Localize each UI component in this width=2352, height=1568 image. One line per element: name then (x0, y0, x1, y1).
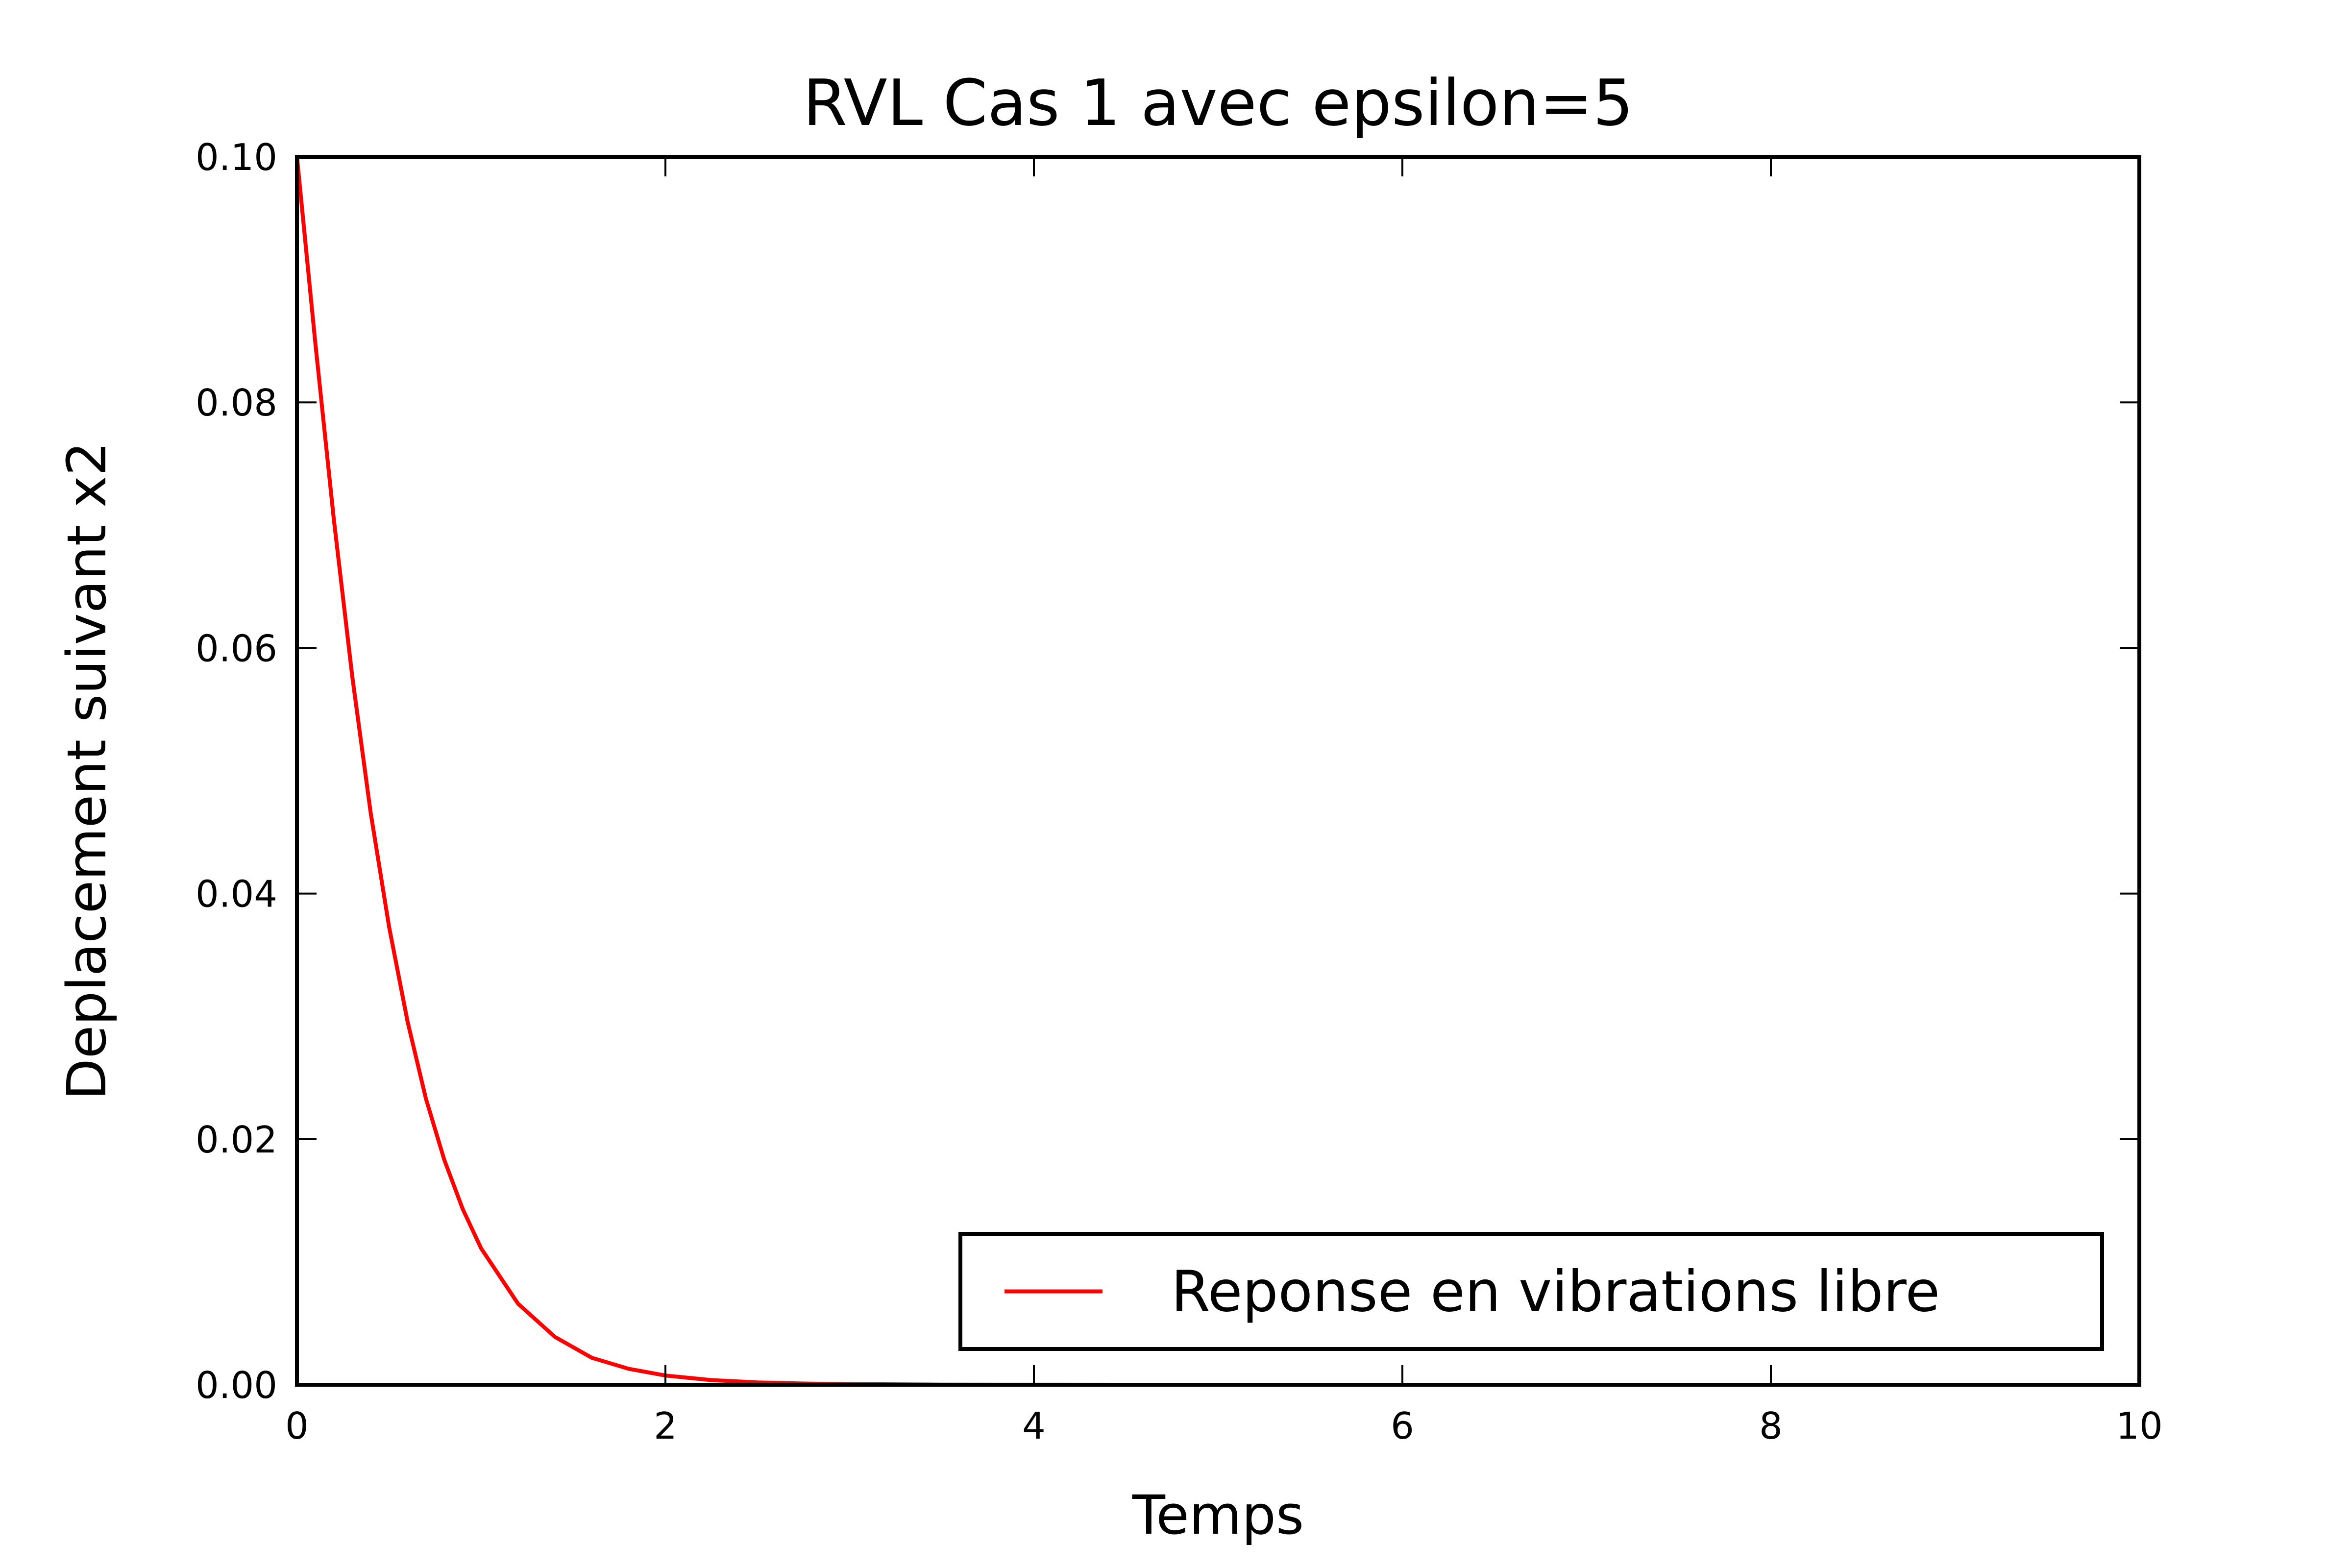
x-tick-label: 0 (285, 1404, 309, 1447)
x-tick-label: 10 (2116, 1404, 2162, 1447)
legend: Reponse en vibrations libre (958, 1232, 2104, 1351)
y-tick-label: 0.02 (196, 1118, 277, 1161)
x-tick-label: 2 (654, 1404, 677, 1447)
y-tick-label: 0.00 (196, 1364, 277, 1407)
chart-title: RVL Cas 1 avec epsilon=5 (803, 66, 1634, 140)
legend-box (958, 1232, 2104, 1351)
y-axis-label: Deplacement suivant x2 (55, 441, 118, 1100)
x-tick-label: 4 (1022, 1404, 1046, 1447)
x-axis-label: Temps (1132, 1484, 1304, 1546)
axis-tick-labels: 0 2 4 6 8 10 0.00 0.02 0.04 0.06 0.08 0.10 (196, 136, 2163, 1447)
y-tick-label: 0.04 (196, 873, 277, 916)
y-tick-label: 0.08 (196, 381, 277, 424)
y-tick-label: 0.06 (196, 627, 277, 670)
plot-frame (295, 155, 2141, 1387)
y-tick-label: 0.10 (196, 136, 277, 179)
x-tick-label: 6 (1391, 1404, 1414, 1447)
legend-entry-label: Reponse en vibrations libre (1171, 1259, 1940, 1325)
x-tick-label: 8 (1759, 1404, 1783, 1447)
